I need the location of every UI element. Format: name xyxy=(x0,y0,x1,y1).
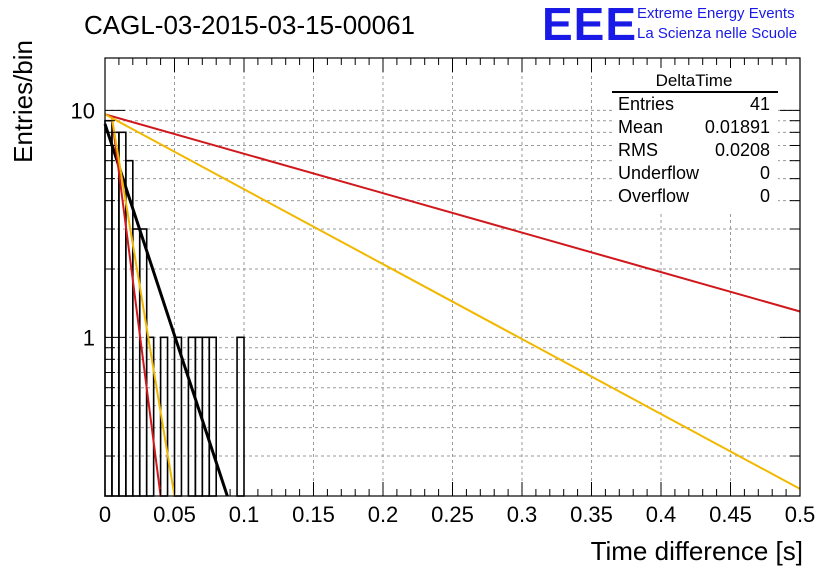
fit-line-black xyxy=(103,123,229,497)
stats-box: DeltaTime Entries 41 Mean 0.01891 RMS 0.0208 U… xyxy=(612,68,778,213)
y-tick-label: 1 xyxy=(83,325,95,350)
stats-label: Overflow xyxy=(618,186,690,206)
stats-label: Underflow xyxy=(618,163,700,183)
logo-line-1: Extreme Energy Events xyxy=(637,5,795,22)
y-tick-label: 10 xyxy=(71,98,95,123)
histogram-bin xyxy=(236,336,245,497)
fit-line-yellow xyxy=(104,113,801,490)
histogram-bin xyxy=(111,131,120,497)
logo-line-2: La Scienza nelle Scuole xyxy=(637,25,797,42)
x-axis-ticks: 0 0.05 0.1 0.15 0.2 0.25 0.3 0.35 0.4 0.45 0.5 xyxy=(99,58,815,527)
stats-label: Entries xyxy=(618,94,674,114)
run-title: CAGL-03-2015-03-15-00061 xyxy=(84,10,415,40)
x-tick-label: 0.2 xyxy=(368,502,399,527)
x-tick-label: 0 xyxy=(99,502,111,527)
histogram-bin xyxy=(187,336,197,497)
x-tick-label: 0.45 xyxy=(709,502,752,527)
stats-value: 0 xyxy=(760,163,770,183)
x-tick-label: 0.3 xyxy=(507,502,538,527)
fit-line-red xyxy=(104,113,801,313)
x-tick-label: 0.5 xyxy=(785,502,816,527)
histogram-bin xyxy=(173,336,183,497)
stats-label: RMS xyxy=(618,140,658,160)
fit-lines xyxy=(103,113,801,497)
histogram-bin xyxy=(201,336,211,497)
x-axis-label: Time difference [s] xyxy=(591,536,803,566)
stats-value: 41 xyxy=(750,94,770,114)
fit-line-red xyxy=(111,118,162,497)
fit-line-yellow xyxy=(111,118,176,497)
histogram-bin xyxy=(104,119,113,497)
stats-value: 0.0208 xyxy=(715,140,770,160)
histogram-bin xyxy=(208,336,217,497)
x-tick-label: 0.15 xyxy=(292,502,335,527)
stats-value: 0 xyxy=(760,186,770,206)
x-tick-label: 0.35 xyxy=(570,502,613,527)
x-tick-label: 0.4 xyxy=(646,502,677,527)
x-tick-label: 0.25 xyxy=(431,502,474,527)
x-tick-label: 0.1 xyxy=(229,502,260,527)
stats-label: Mean xyxy=(618,117,663,137)
y-axis-ticks: 1 10 xyxy=(71,98,800,497)
stats-title: DeltaTime xyxy=(656,71,733,90)
x-tick-label: 0.05 xyxy=(153,502,196,527)
eee-logo: EEE xyxy=(542,0,637,50)
y-axis-label: Entries/bin xyxy=(8,40,38,163)
stats-value: 0.01891 xyxy=(705,117,770,137)
